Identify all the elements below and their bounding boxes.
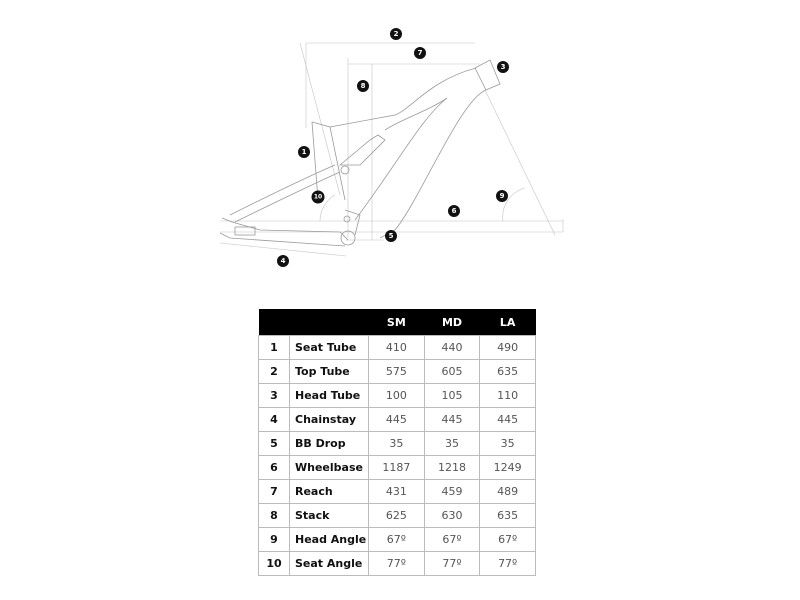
cell-label: Stack xyxy=(289,503,369,528)
cell-sm: 625 xyxy=(368,503,425,528)
marker-1: 1 xyxy=(298,146,310,158)
cell-sm: 35 xyxy=(368,431,425,456)
cell-label: Wheelbase xyxy=(289,455,369,480)
cell-la: 445 xyxy=(479,407,536,432)
cell-la: 1249 xyxy=(479,455,536,480)
cell-sm: 445 xyxy=(368,407,425,432)
header-md: MD xyxy=(424,309,480,336)
marker-7: 7 xyxy=(414,47,426,59)
geometry-table: SM MD LA 1 Seat Tube 410 440 490 2 Top Tube 575… xyxy=(258,309,536,576)
marker-5: 5 xyxy=(385,230,397,242)
cell-md: 459 xyxy=(423,479,481,504)
cell-sm: 410 xyxy=(368,335,425,360)
cell-md: 77º xyxy=(423,551,481,576)
svg-text:2: 2 xyxy=(394,30,399,38)
marker-10: 10 xyxy=(311,190,325,204)
cell-sm: 77º xyxy=(368,551,425,576)
cell-label: Top Tube xyxy=(289,359,369,384)
cell-num: 3 xyxy=(258,383,290,408)
svg-text:8: 8 xyxy=(361,82,366,90)
cell-label: Seat Tube xyxy=(289,335,369,360)
cell-num: 1 xyxy=(258,335,290,360)
svg-text:4: 4 xyxy=(281,257,286,265)
cell-sm: 67º xyxy=(368,527,425,552)
cell-md: 35 xyxy=(423,431,481,456)
marker-8: 8 xyxy=(357,80,369,92)
table-row: 4 Chainstay 445 445 445 xyxy=(258,407,536,432)
header-num xyxy=(258,309,290,336)
cell-num: 2 xyxy=(258,359,290,384)
svg-text:7: 7 xyxy=(418,49,423,57)
cell-sm: 100 xyxy=(368,383,425,408)
svg-text:6: 6 xyxy=(452,207,457,215)
cell-la: 110 xyxy=(479,383,536,408)
table-row: 3 Head Tube 100 105 110 xyxy=(258,383,536,408)
marker-2: 2 xyxy=(390,28,402,40)
cell-md: 445 xyxy=(423,407,481,432)
table-row: 6 Wheelbase 1187 1218 1249 xyxy=(258,455,536,480)
header-label xyxy=(289,309,369,336)
cell-num: 8 xyxy=(258,503,290,528)
table-row: 7 Reach 431 459 489 xyxy=(258,479,536,504)
cell-num: 10 xyxy=(258,551,290,576)
cell-sm: 1187 xyxy=(368,455,425,480)
marker-6: 6 xyxy=(448,205,460,217)
cell-la: 489 xyxy=(479,479,536,504)
table-row: 10 Seat Angle 77º 77º 77º xyxy=(258,551,536,576)
marker-3: 3 xyxy=(497,61,509,73)
table-row: 9 Head Angle 67º 67º 67º xyxy=(258,527,536,552)
svg-text:1: 1 xyxy=(302,148,307,156)
table-header-row: SM MD LA xyxy=(258,309,536,336)
cell-la: 490 xyxy=(479,335,536,360)
cell-label: Head Angle xyxy=(289,527,369,552)
cell-md: 605 xyxy=(423,359,481,384)
svg-text:5: 5 xyxy=(389,232,394,240)
cell-label: Seat Angle xyxy=(289,551,369,576)
cell-md: 1218 xyxy=(423,455,481,480)
marker-9: 9 xyxy=(496,190,508,202)
marker-4: 4 xyxy=(277,255,289,267)
cell-la: 77º xyxy=(479,551,536,576)
cell-la: 635 xyxy=(479,359,536,384)
cell-md: 67º xyxy=(423,527,481,552)
cell-sm: 431 xyxy=(368,479,425,504)
table-row: 2 Top Tube 575 605 635 xyxy=(258,359,536,384)
cell-sm: 575 xyxy=(368,359,425,384)
cell-num: 9 xyxy=(258,527,290,552)
cell-label: BB Drop xyxy=(289,431,369,456)
cell-la: 635 xyxy=(479,503,536,528)
cell-label: Chainstay xyxy=(289,407,369,432)
cell-md: 630 xyxy=(423,503,481,528)
cell-label: Reach xyxy=(289,479,369,504)
cell-num: 5 xyxy=(258,431,290,456)
header-sm: SM xyxy=(368,309,425,336)
cell-la: 67º xyxy=(479,527,536,552)
header-la: LA xyxy=(479,309,536,336)
cell-md: 440 xyxy=(423,335,481,360)
svg-text:9: 9 xyxy=(500,192,505,200)
cell-num: 4 xyxy=(258,407,290,432)
svg-text:3: 3 xyxy=(501,63,506,71)
cell-la: 35 xyxy=(479,431,536,456)
dimension-lines xyxy=(219,42,564,257)
cell-label: Head Tube xyxy=(289,383,369,408)
table-row: 1 Seat Tube 410 440 490 xyxy=(258,335,536,360)
frame-outline xyxy=(219,59,501,247)
table-row: 5 BB Drop 35 35 35 xyxy=(258,431,536,456)
cell-md: 105 xyxy=(423,383,481,408)
cell-num: 7 xyxy=(258,479,290,504)
cell-num: 6 xyxy=(258,455,290,480)
svg-text:10: 10 xyxy=(314,194,322,201)
bike-frame-geometry-diagram: 1 2 3 4 5 6 7 8 9 10 xyxy=(219,28,564,267)
table-row: 8 Stack 625 630 635 xyxy=(258,503,536,528)
